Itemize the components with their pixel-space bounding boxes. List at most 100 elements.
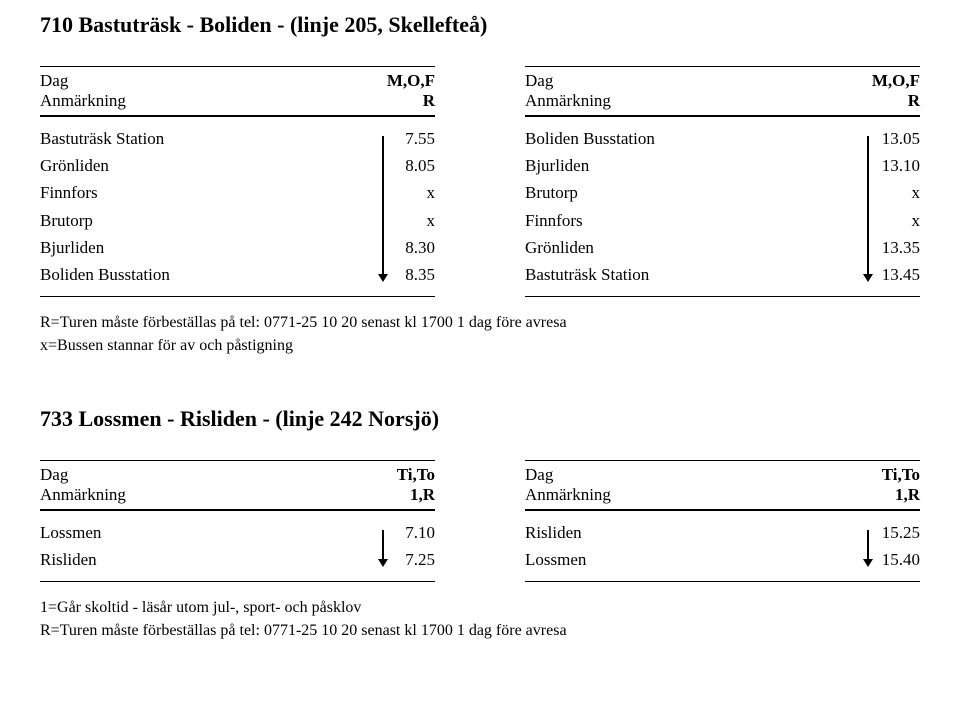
time-value: 8.35 <box>389 261 435 288</box>
time-value: 8.05 <box>389 152 435 179</box>
days-value: Ti,To <box>397 465 435 485</box>
stop-name: Boliden Busstation <box>525 125 860 152</box>
table-row: Bastuträsk Station 13.45 <box>525 261 920 288</box>
time-cell: 15.25 <box>860 519 920 546</box>
arrow-down-icon <box>862 546 874 573</box>
time-cell: 15.40 <box>860 546 920 573</box>
anmarkning-label: Anmärkning <box>525 91 611 111</box>
table-row: Bjurliden 8.30 <box>40 234 435 261</box>
time-value: 13.10 <box>874 152 920 179</box>
column-header: Dag Anmärkning M,O,F R <box>40 66 435 116</box>
arrow-down-icon <box>862 261 874 288</box>
left-column: Dag Anmärkning Ti,To 1,R Lossmen7.10Risl… <box>40 460 435 582</box>
note-code: R <box>387 91 435 111</box>
table-row: Brutorpx <box>525 179 920 206</box>
column-header: Dag Anmärkning M,O,F R <box>525 66 920 116</box>
stop-name: Brutorp <box>525 179 860 206</box>
table-row: Brutorp x <box>40 207 435 234</box>
stop-name: Brutorp <box>40 207 375 234</box>
time-value: 7.10 <box>389 519 435 546</box>
time-cell: 7.25 <box>375 546 435 573</box>
time-cell: x <box>860 179 920 206</box>
anmarkning-label: Anmärkning <box>40 485 126 505</box>
table-row: Boliden Busstation13.05 <box>525 125 920 152</box>
stop-name: Bastuträsk Station <box>525 261 860 288</box>
route-710: 710 Bastuträsk - Boliden - (linje 205, S… <box>40 12 920 358</box>
timetable-page: 710 Bastuträsk - Boliden - (linje 205, S… <box>0 0 960 642</box>
stop-name: Grönliden <box>525 234 860 261</box>
table-row: Finnfors x <box>525 207 920 234</box>
time-value: x <box>389 207 435 234</box>
days-value: M,O,F <box>872 71 920 91</box>
stop-name: Risliden <box>525 519 860 546</box>
stop-name: Bastuträsk Station <box>40 125 375 152</box>
time-value: x <box>389 179 435 206</box>
note-code: R <box>872 91 920 111</box>
time-cell: 7.55 <box>375 125 435 152</box>
time-cell: x <box>375 207 435 234</box>
time-cell: 7.10 <box>375 519 435 546</box>
note-code: 1,R <box>882 485 920 505</box>
time-value: 7.25 <box>389 546 435 573</box>
dag-label: Dag <box>525 465 611 485</box>
days-value: Ti,To <box>882 465 920 485</box>
time-value: 13.35 <box>874 234 920 261</box>
columns: Dag Anmärkning M,O,F R Bastuträsk Statio… <box>40 66 920 297</box>
stop-name: Lossmen <box>525 546 860 573</box>
stop-name: Bjurliden <box>525 152 860 179</box>
column-header: Dag Anmärkning Ti,To 1,R <box>525 460 920 510</box>
route-title: 710 Bastuträsk - Boliden - (linje 205, S… <box>40 12 920 38</box>
time-value: 7.55 <box>389 125 435 152</box>
table-row: Bastuträsk Station 7.55 <box>40 125 435 152</box>
stop-name: Finnfors <box>525 207 860 234</box>
time-cell: 8.05 <box>375 152 435 179</box>
stop-name: Lossmen <box>40 519 375 546</box>
note-code: 1,R <box>397 485 435 505</box>
time-cell: 13.45 <box>860 261 920 288</box>
dag-label: Dag <box>40 465 126 485</box>
stop-name: Finnfors <box>40 179 375 206</box>
anmarkning-label: Anmärkning <box>40 91 126 111</box>
time-value: x <box>874 207 920 234</box>
note-line: x=Bussen stannar för av och påstigning <box>40 334 920 357</box>
time-value: 13.45 <box>874 261 920 288</box>
time-cell: 13.05 <box>860 125 920 152</box>
right-column: Dag Anmärkning M,O,F R Boliden Busstatio… <box>525 66 920 297</box>
time-value: 15.25 <box>874 519 920 546</box>
days-value: M,O,F <box>387 71 435 91</box>
arrow-down-icon <box>377 261 389 288</box>
stop-name: Grönliden <box>40 152 375 179</box>
stops-list: Lossmen 7.10 Risliden 7.25 <box>40 511 435 581</box>
columns: Dag Anmärkning Ti,To 1,R Lossmen7.10Risl… <box>40 460 920 582</box>
stops-list: Risliden 15.25 Lossmen 15.40 <box>525 511 920 581</box>
note-line: R=Turen måste förbeställas på tel: 0771-… <box>40 619 920 642</box>
dag-label: Dag <box>525 71 611 91</box>
stop-name: Boliden Busstation <box>40 261 375 288</box>
route-notes: 1=Går skoltid - läsår utom jul-, sport- … <box>40 596 920 642</box>
time-cell: 13.10 <box>860 152 920 179</box>
anmarkning-label: Anmärkning <box>525 485 611 505</box>
time-cell: x <box>375 179 435 206</box>
table-row: Risliden 7.25 <box>40 546 435 573</box>
time-cell: x <box>860 207 920 234</box>
stop-name: Risliden <box>40 546 375 573</box>
table-row: Boliden Busstation 8.35 <box>40 261 435 288</box>
time-cell: 13.35 <box>860 234 920 261</box>
stops-list: Bastuträsk Station 7.55 Grönliden 8.05 Finnf… <box>40 117 435 296</box>
note-line: 1=Går skoltid - läsår utom jul-, sport- … <box>40 596 920 619</box>
table-row: Lossmen 15.40 <box>525 546 920 573</box>
time-value: 8.30 <box>389 234 435 261</box>
table-row: Grönliden 8.05 <box>40 152 435 179</box>
column-header: Dag Anmärkning Ti,To 1,R <box>40 460 435 510</box>
right-column: Dag Anmärkning Ti,To 1,R Risliden15.25Lo… <box>525 460 920 582</box>
time-value: 15.40 <box>874 546 920 573</box>
stops-list: Boliden Busstation13.05Bjurliden13.10Bru… <box>525 117 920 296</box>
note-line: R=Turen måste förbeställas på tel: 0771-… <box>40 311 920 334</box>
route-title: 733 Lossmen - Risliden - (linje 242 Nors… <box>40 406 920 432</box>
table-row: Bjurliden 13.10 <box>525 152 920 179</box>
table-row: Grönliden 13.35 <box>525 234 920 261</box>
stop-name: Bjurliden <box>40 234 375 261</box>
time-cell: 8.35 <box>375 261 435 288</box>
route-notes: R=Turen måste förbeställas på tel: 0771-… <box>40 311 920 357</box>
table-row: Risliden 15.25 <box>525 519 920 546</box>
